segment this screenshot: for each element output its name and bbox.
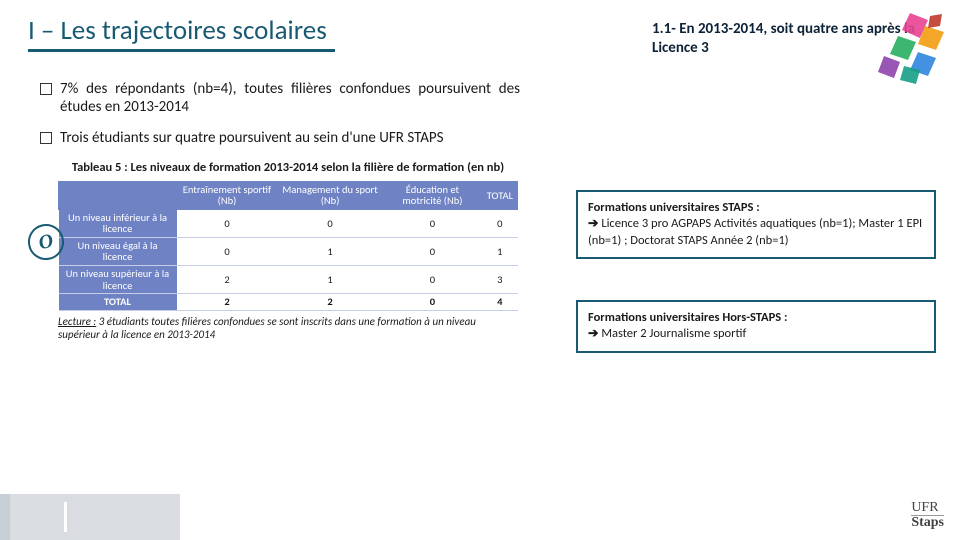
lecture-label: Lecture :	[58, 315, 96, 328]
checkbox-icon	[40, 83, 52, 95]
table-corner	[59, 181, 177, 209]
cell: 0	[383, 266, 483, 294]
footer-tick	[64, 502, 67, 532]
arrow-icon: ➔	[588, 326, 598, 341]
arrow-icon: ➔	[588, 216, 598, 231]
logo-line1: UFR	[911, 502, 944, 515]
row-label: Un niveau inférieur à la licence	[59, 209, 177, 237]
bullet-list: 7% des répondants (nb=4), toutes filière…	[40, 80, 520, 148]
col-header: TOTAL	[482, 181, 517, 209]
row-label: TOTAL	[59, 294, 177, 311]
title-block: I – Les trajectoires scolaires	[28, 14, 632, 52]
cell: 0	[383, 209, 483, 237]
data-table: Entraînement sportif (Nb) Management du …	[58, 181, 518, 311]
page-title: I – Les trajectoires scolaires	[28, 14, 335, 52]
col-header: Éducation et motricité (Nb)	[383, 181, 483, 209]
ufr-staps-logo: UFR Staps	[911, 502, 944, 530]
table-row-total: TOTAL 2 2 0 4	[59, 294, 518, 311]
bullet-text: Trois étudiants sur quatre poursuivent a…	[60, 129, 444, 148]
sidebox-staps: Formations universitaires STAPS : ➔ Lice…	[576, 190, 936, 259]
col-header: Management du sport (Nb)	[278, 181, 383, 209]
sidebox-hors-staps: Formations universitaires Hors-STAPS : ➔…	[576, 300, 936, 353]
cell: 0	[177, 209, 278, 237]
row-label: Un niveau supérieur à la licence	[59, 266, 177, 294]
cell: 0	[383, 294, 483, 311]
sidebox-heading: Formations universitaires STAPS :	[588, 200, 760, 215]
cell: 2	[177, 266, 278, 294]
cell: 3	[482, 266, 517, 294]
footer-bar	[0, 494, 180, 540]
cell: 0	[278, 209, 383, 237]
sidebox-body: Licence 3 pro AGPAPS Activités aquatique…	[588, 216, 922, 247]
logo-line2: Staps	[911, 515, 944, 530]
table-caption: Tableau 5 : Les niveaux de formation 201…	[58, 160, 518, 175]
cell: 1	[278, 266, 383, 294]
cell: 2	[278, 294, 383, 311]
sidebox-body: Master 2 Journalisme sportif	[601, 326, 746, 341]
bullet-item: 7% des répondants (nb=4), toutes filière…	[40, 80, 520, 118]
focus-letter: O	[37, 229, 56, 255]
table-header-row: Entraînement sportif (Nb) Management du …	[59, 181, 518, 209]
cell: 2	[177, 294, 278, 311]
table-section: Tableau 5 : Les niveaux de formation 201…	[58, 160, 518, 341]
decoration-icon	[870, 8, 950, 88]
checkbox-icon	[40, 132, 52, 144]
col-header: Entraînement sportif (Nb)	[177, 181, 278, 209]
cell: 1	[482, 237, 517, 265]
table-row: Un niveau supérieur à la licence 2 1 0 3	[59, 266, 518, 294]
lecture-text: 3 étudiants toutes filières confondues s…	[58, 315, 476, 341]
table-row: Un niveau inférieur à la licence 0 0 0 0	[59, 209, 518, 237]
cell: 1	[278, 237, 383, 265]
cell: 0	[482, 209, 517, 237]
cell: 0	[177, 237, 278, 265]
bullet-item: Trois étudiants sur quatre poursuivent a…	[40, 129, 520, 148]
cell: 0	[383, 237, 483, 265]
table-lecture: Lecture : 3 étudiants toutes filières co…	[58, 315, 518, 341]
sidebox-heading: Formations universitaires Hors-STAPS :	[588, 310, 787, 325]
bullet-text: 7% des répondants (nb=4), toutes filière…	[60, 80, 520, 118]
row-label: Un niveau égal à la licence	[59, 237, 177, 265]
header: I – Les trajectoires scolaires 1.1- En 2…	[0, 0, 960, 58]
table-row: Un niveau égal à la licence 0 1 0 1	[59, 237, 518, 265]
cell: 4	[482, 294, 517, 311]
